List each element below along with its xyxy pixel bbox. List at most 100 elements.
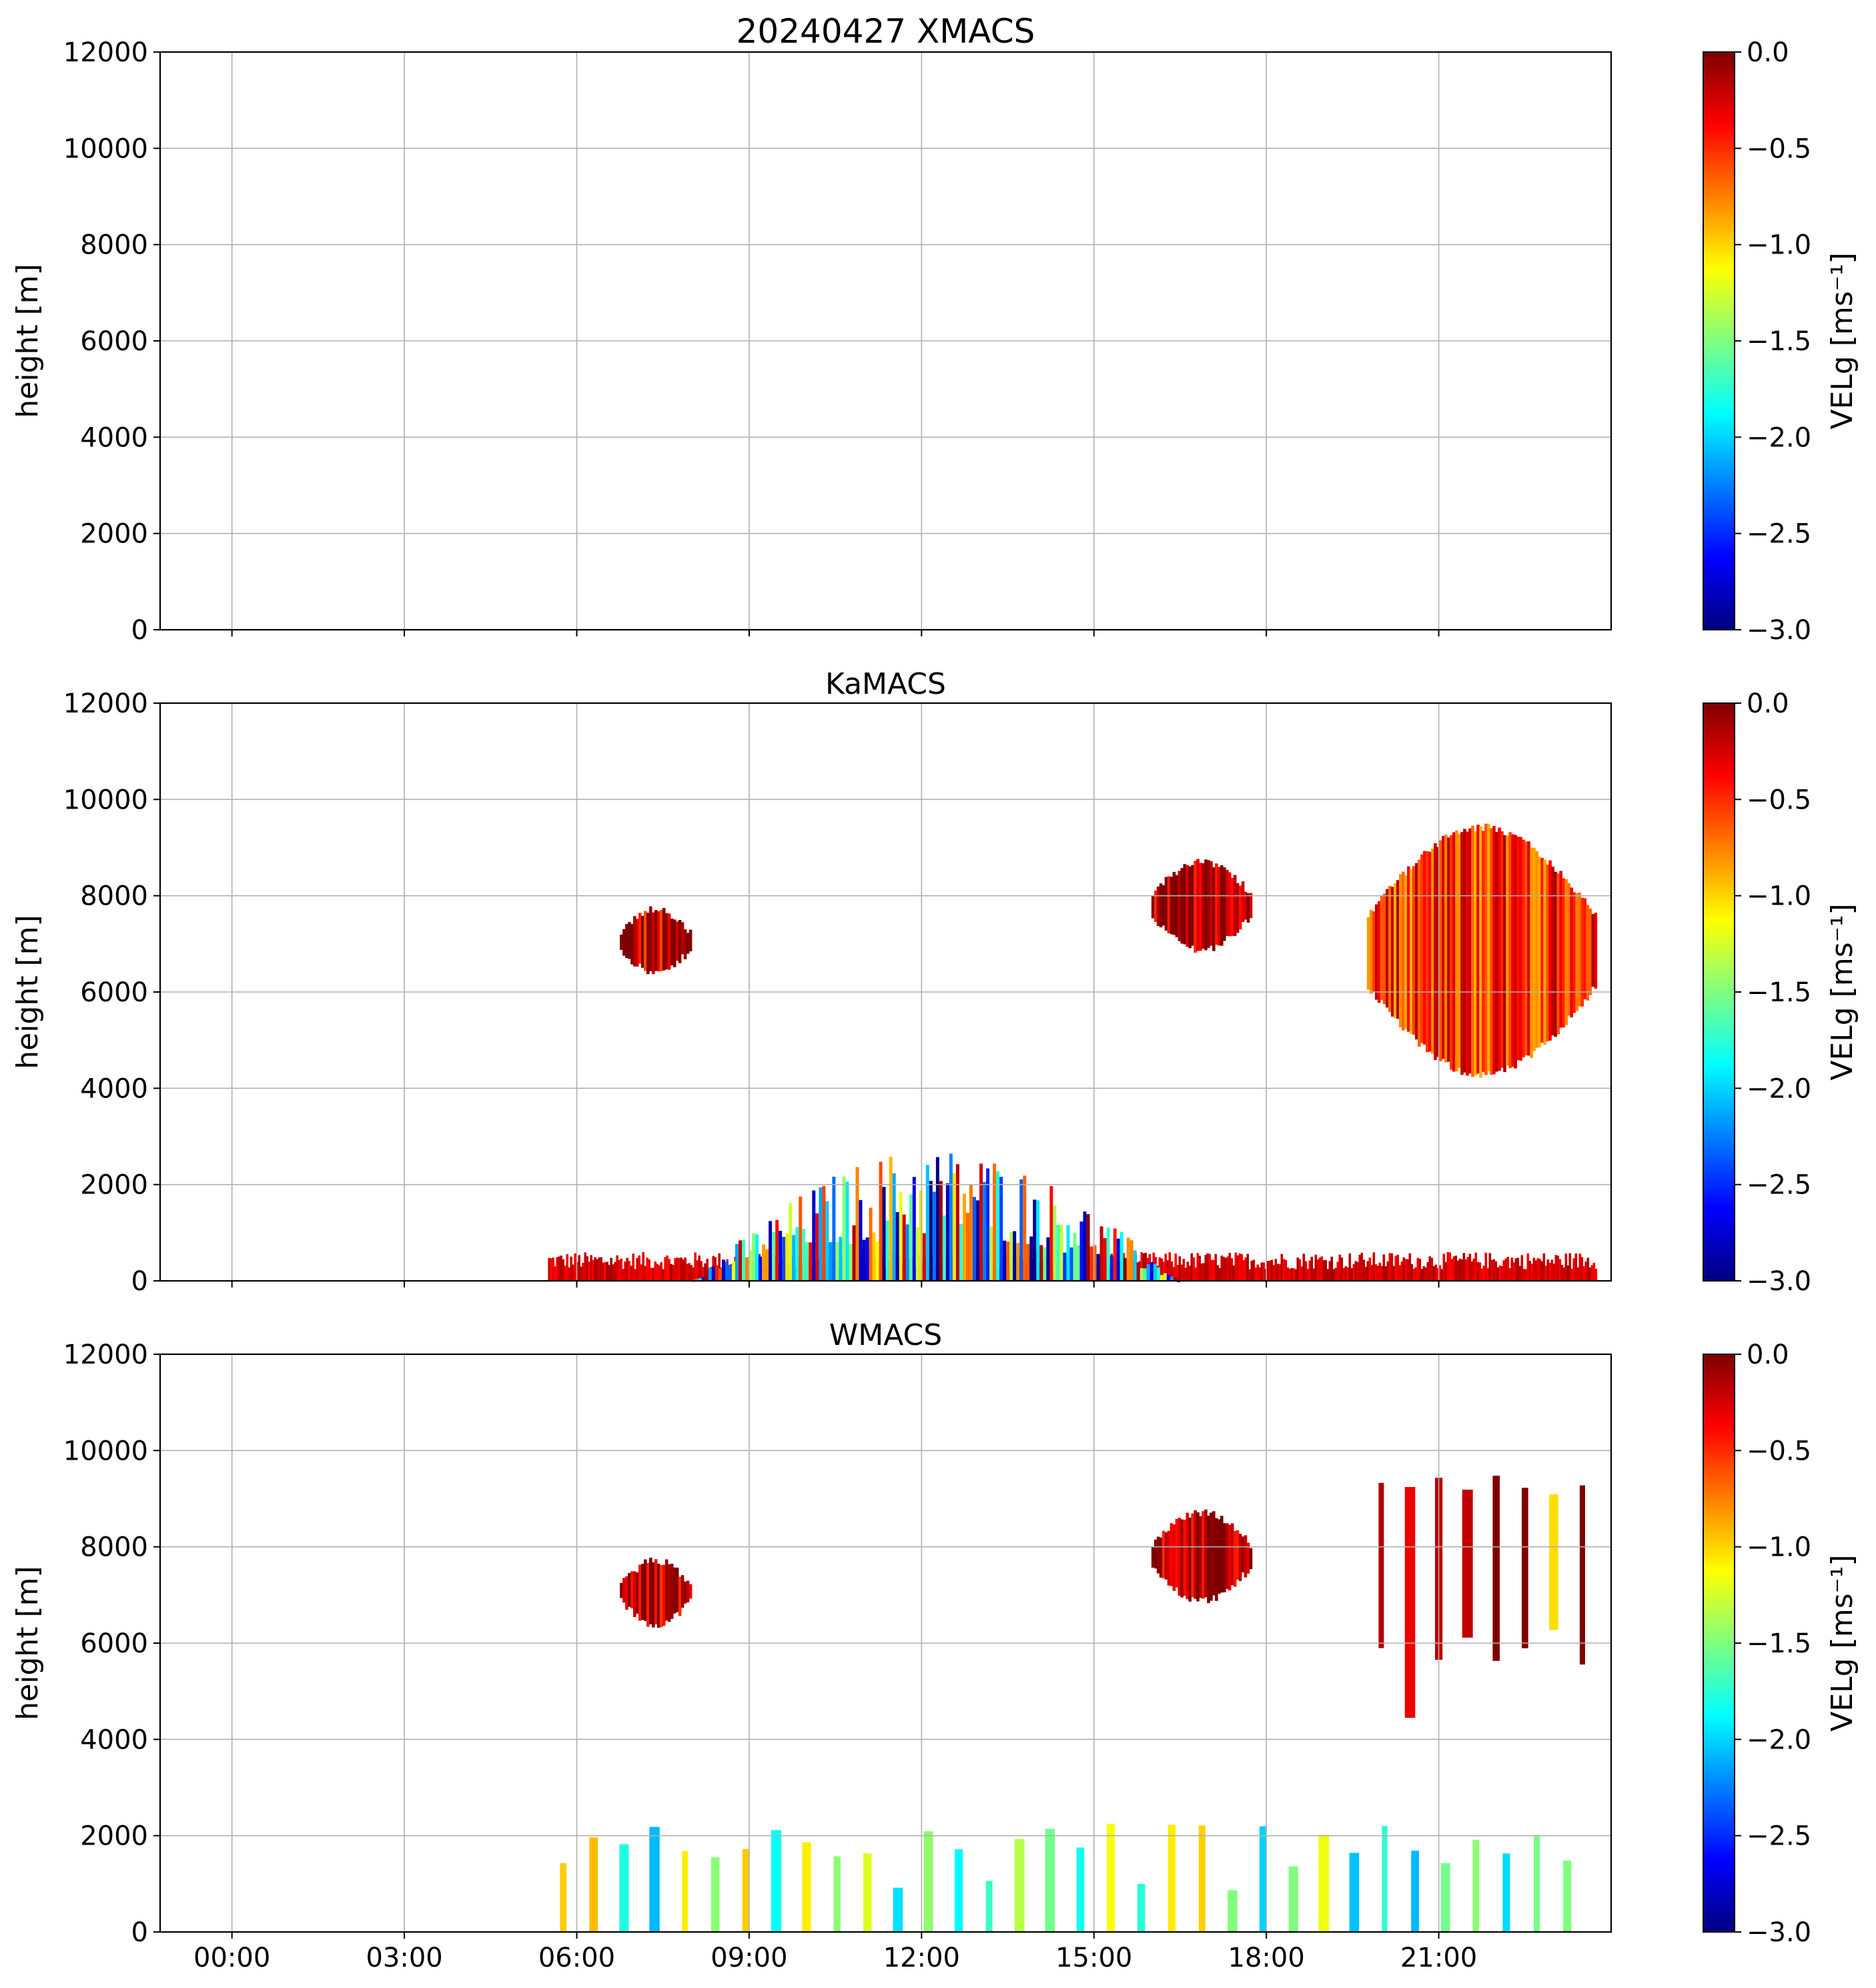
echo-column: [739, 1240, 742, 1281]
echo-column: [985, 1881, 993, 1932]
echo-streak: [1180, 1264, 1184, 1281]
echo-streak: [564, 1266, 566, 1281]
echo-streak: [1306, 1269, 1310, 1281]
echo-streak: [616, 1255, 618, 1281]
echo-streak: [1264, 1269, 1268, 1281]
echo-column: [1259, 1826, 1267, 1932]
echo-streak: [1580, 897, 1584, 1007]
echo-streak: [566, 1254, 568, 1281]
echo-streak: [640, 1264, 642, 1281]
echo-streak: [554, 1266, 556, 1281]
echo-streak: [1426, 851, 1429, 1053]
echo-streak: [1302, 1254, 1306, 1281]
echo-streak: [1204, 1509, 1208, 1598]
echo-column: [1059, 1224, 1063, 1281]
y-tick-label: 12000: [63, 1340, 148, 1370]
echo-streak: [680, 922, 684, 955]
echo-column: [772, 1231, 776, 1281]
echo-streak: [1220, 1516, 1224, 1593]
echo-column: [1502, 1853, 1510, 1932]
y-tick-label: 0: [131, 615, 148, 646]
echo-column: [1288, 1866, 1298, 1932]
echo-column: [765, 1249, 769, 1281]
echo-streak: [1156, 886, 1160, 926]
echo-streak: [686, 1264, 688, 1281]
echo-column: [1153, 1264, 1157, 1281]
echo-streak: [1178, 871, 1182, 941]
echo-streak: [1562, 1267, 1566, 1281]
echo-streak: [1178, 1256, 1182, 1281]
echo-streak: [1248, 1269, 1252, 1281]
echo-streak: [1558, 1259, 1562, 1281]
echo-streak: [600, 1257, 602, 1281]
echo-streak: [556, 1257, 558, 1281]
echo-streak: [1218, 1268, 1222, 1281]
echo-column: [919, 1190, 923, 1281]
echo-column: [1076, 1847, 1085, 1932]
echo-streak: [1151, 895, 1155, 919]
echo-streak: [1514, 835, 1517, 1069]
echo-streak: [1586, 1258, 1590, 1281]
echo-streak: [1428, 1256, 1432, 1281]
echo-column: [1563, 1860, 1572, 1932]
echo-streak: [1364, 1266, 1368, 1281]
echo-streak: [1408, 1253, 1412, 1281]
colorbar-label: VELg [ms⁻¹]: [1825, 903, 1859, 1080]
echo-streak: [1242, 1260, 1246, 1281]
echo-column: [955, 1849, 963, 1932]
echo-streak: [1490, 828, 1493, 1075]
echo-column: [909, 1194, 913, 1281]
echo-streak: [1442, 1254, 1446, 1281]
echo-streak: [662, 908, 666, 971]
echo-column: [1029, 1236, 1033, 1281]
echo-streak: [1151, 1546, 1155, 1568]
y-axis-label: height [m]: [11, 1566, 45, 1720]
echo-streak: [1346, 1267, 1350, 1281]
echo-streak: [641, 1564, 644, 1620]
echo-column: [1045, 1829, 1055, 1932]
echo-streak: [1575, 893, 1578, 1011]
panel-2: 0 2000 4000 6000 8000 10000 12000 height [m] KaM…: [11, 667, 1859, 1297]
echo-streak: [1153, 891, 1157, 922]
echo-streak: [1236, 1256, 1240, 1281]
echo-streak: [1170, 1261, 1174, 1281]
echo-streak: [1276, 1264, 1280, 1281]
echo-streak: [634, 1269, 636, 1281]
y-tick-label: 12000: [63, 688, 148, 719]
echo-streak: [1156, 1536, 1160, 1574]
echo-column: [1039, 1245, 1043, 1281]
echo-streak: [1570, 1268, 1574, 1281]
echo-streak: [590, 1255, 592, 1281]
echo-streak: [1544, 1266, 1548, 1281]
echo-streak: [700, 1261, 702, 1281]
echo-streak: [1168, 1252, 1171, 1281]
echo-column: [1156, 1267, 1160, 1281]
echo-streak: [1246, 1542, 1250, 1574]
echo-streak: [622, 1578, 626, 1603]
echo-streak: [1214, 1254, 1218, 1281]
echo-streak: [1495, 832, 1498, 1072]
echo-streak: [1552, 1264, 1556, 1281]
echo-streak: [1478, 1262, 1482, 1281]
colorbar-tick-label: −2.0: [1747, 1073, 1811, 1104]
echo-streak: [1410, 869, 1413, 1034]
echo-column: [735, 1244, 739, 1281]
echo-streak: [1406, 1259, 1410, 1281]
echo-streak: [1272, 1265, 1276, 1281]
echo-column: [833, 1856, 841, 1932]
echo-column: [882, 1187, 886, 1281]
echo-streak: [1140, 1252, 1143, 1281]
echo-column: [812, 1190, 816, 1281]
echo-streak: [670, 1563, 674, 1619]
echo-streak: [1420, 1269, 1424, 1281]
echo-streak: [1233, 1531, 1237, 1587]
echo-streak: [1487, 824, 1490, 1071]
echo-streak: [1204, 859, 1208, 951]
x-tick-label: 18:00: [1228, 1943, 1305, 1973]
echo-streak: [1432, 1266, 1436, 1281]
echo-streak: [596, 1259, 598, 1281]
echo-column: [809, 1242, 813, 1281]
echo-streak: [594, 1257, 596, 1281]
echo-streak: [1226, 1256, 1230, 1281]
echo-column: [1522, 1488, 1528, 1648]
